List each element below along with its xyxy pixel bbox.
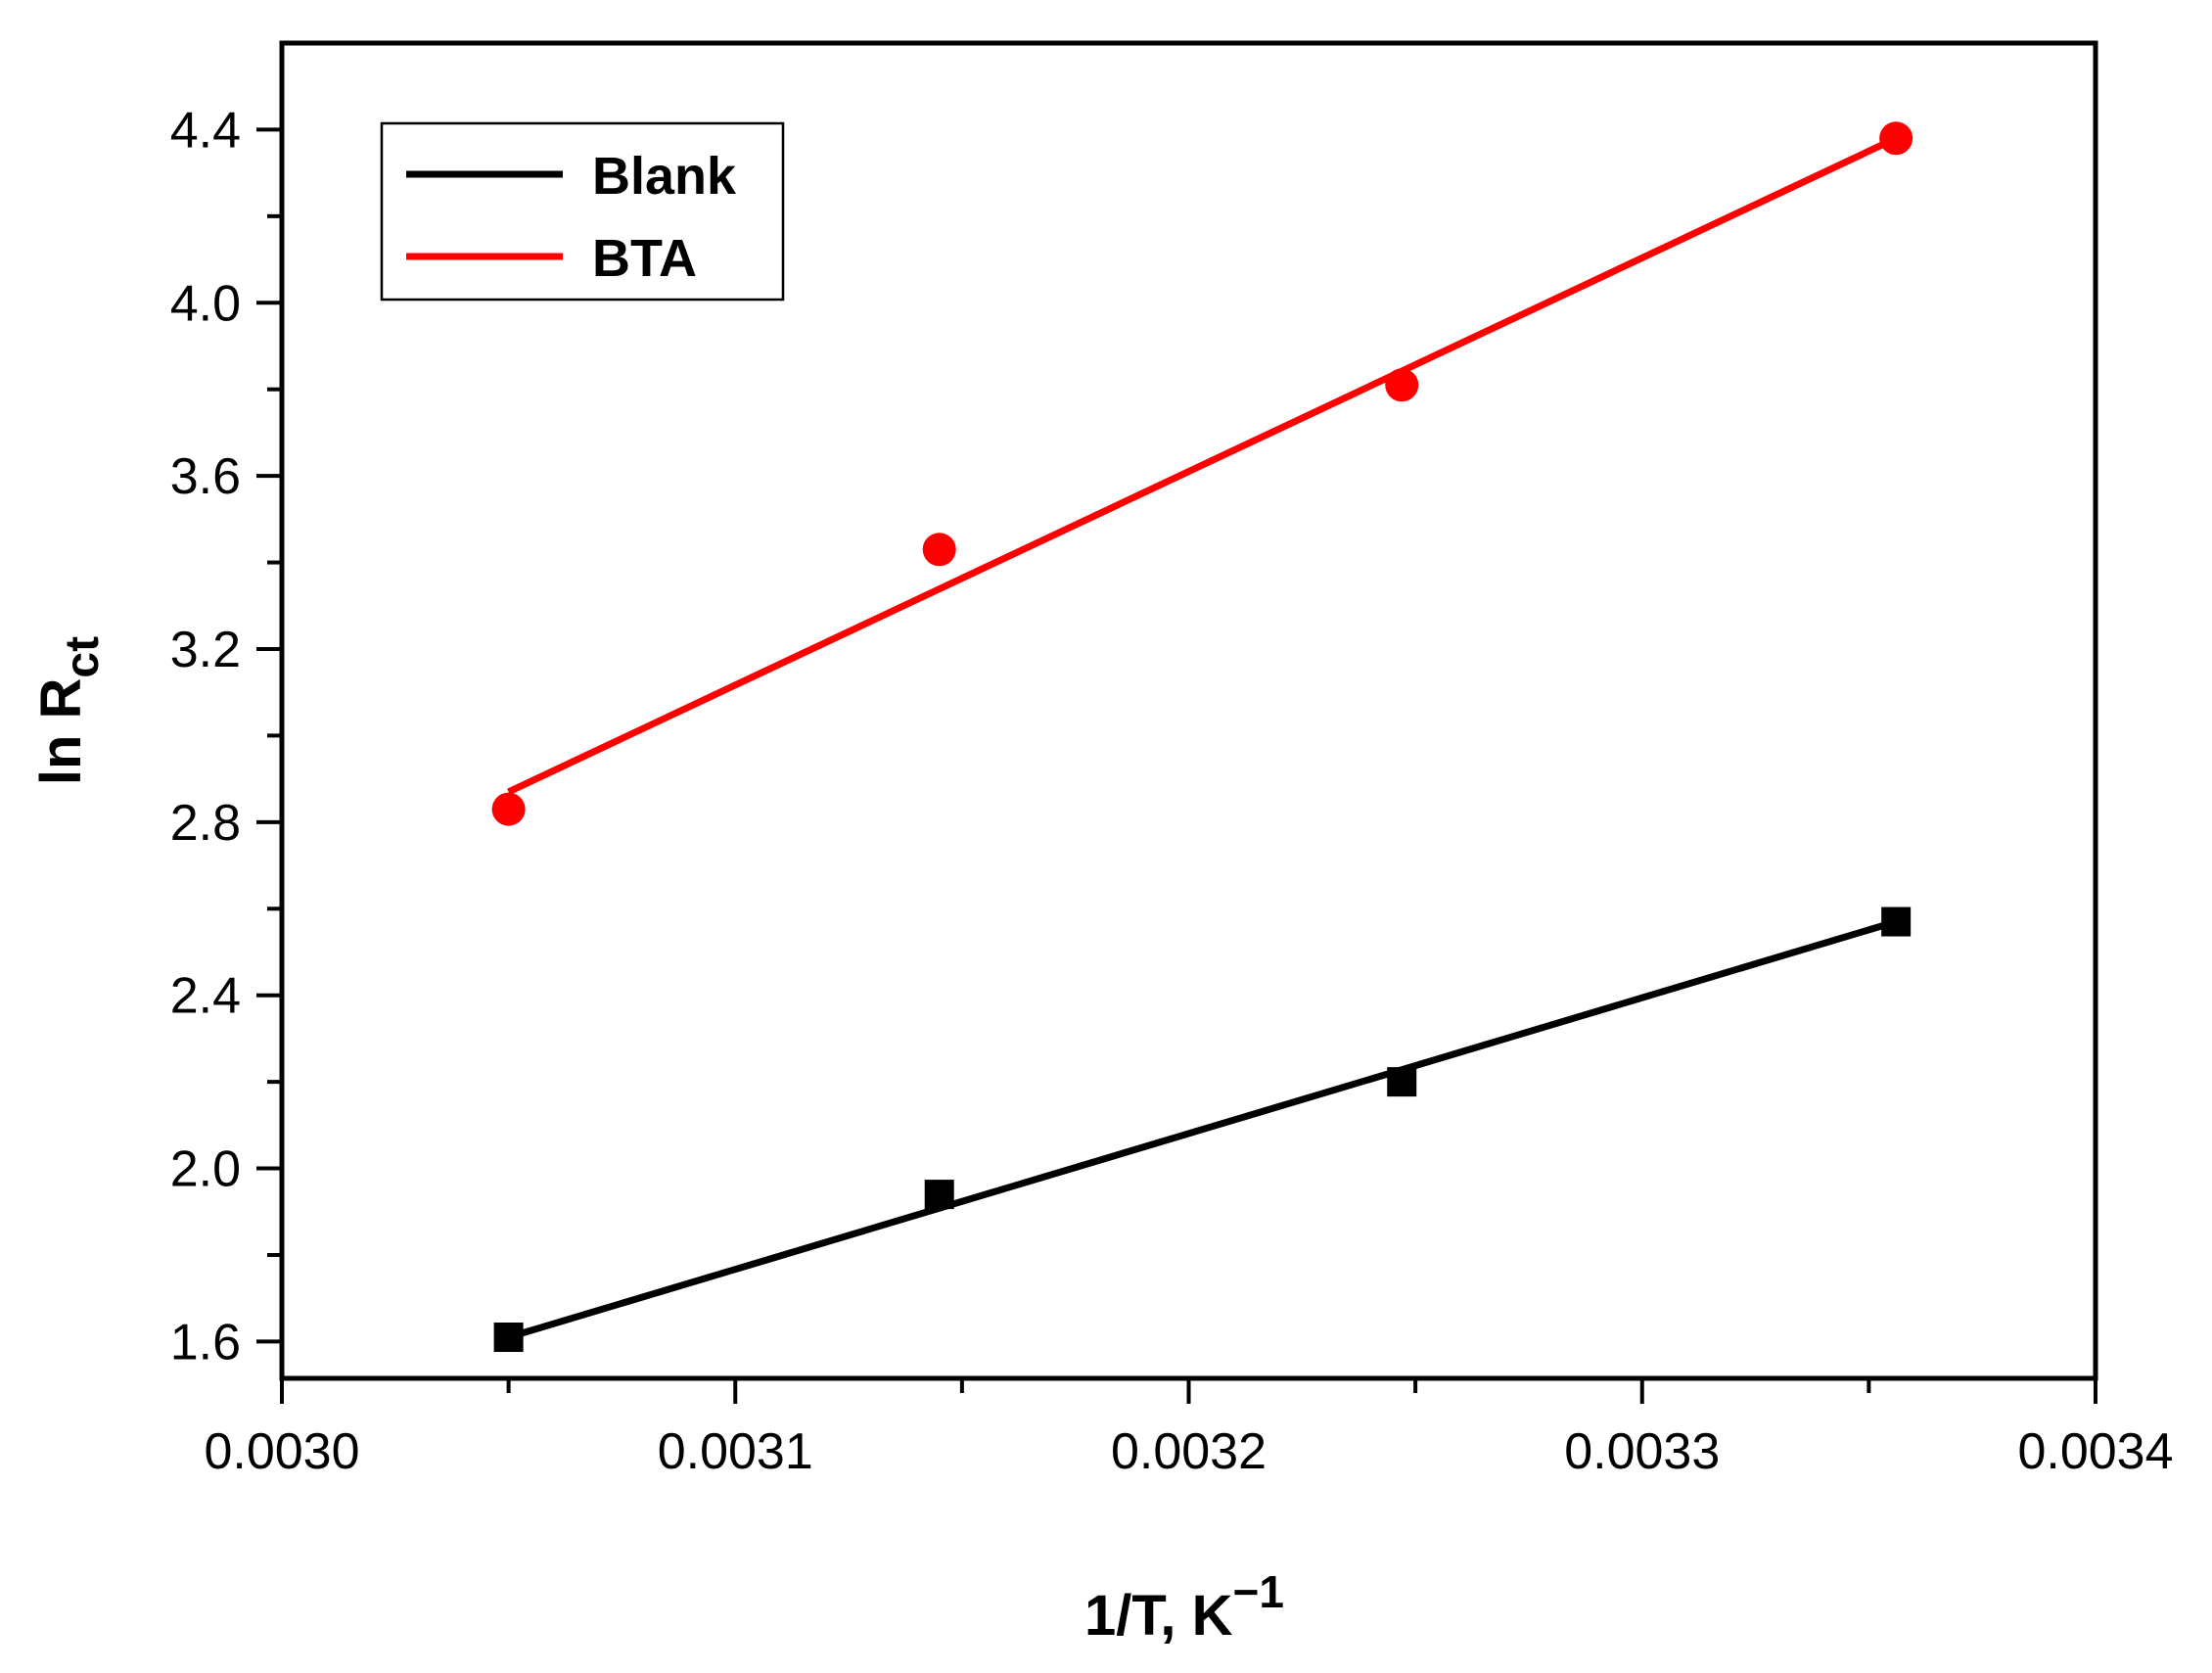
y-axis-title-main: ln R [29,678,93,786]
x-axis-title-superscript: −1 [1233,1566,1284,1617]
data-point-bta [491,792,526,826]
data-point-bta [1385,368,1419,402]
x-tick-label: 0.0034 [2017,1423,2173,1480]
x-axis-title: 1/T, K−1 [1084,1566,1284,1648]
y-tick-label: 4.0 [170,275,241,332]
fit-line-blank [507,918,1898,1341]
legend-box [380,121,785,302]
y-tick-label: 2.4 [170,968,241,1025]
x-tick-label: 0.0033 [1564,1423,1720,1480]
y-tick-label: 4.4 [170,102,241,159]
y-tick-label: 2.0 [170,1141,241,1198]
data-point-blank [493,1322,524,1352]
y-axis-ticks: 1.6 2.0 2.4 2.8 3.2 3.6 4.0 4.4 [170,102,282,1371]
data-point-blank [924,1180,954,1210]
x-tick-label: 0.0030 [204,1423,359,1480]
x-axis-title-main: 1/T, K [1084,1584,1233,1648]
fit-line-bta [507,135,1898,796]
y-tick-label: 3.6 [170,448,241,505]
legend-label-blank: Blank [592,147,737,206]
x-axis-ticks: 0.0030 0.0031 0.0032 0.0033 0.0034 [204,1378,2174,1480]
plot-area: 0.0030 0.0031 0.0032 0.0033 0.0034 1.6 2.0 2.4… [170,40,2174,1480]
x-tick-label: 0.0031 [658,1423,813,1480]
y-tick-label: 1.6 [170,1314,241,1371]
y-tick-label: 2.8 [170,795,241,852]
y-axis-title-subscript: ct [57,636,109,678]
data-point-blank [1881,906,1912,937]
y-tick-label: 3.2 [170,622,241,678]
y-axis-title: ln Rct [29,636,109,785]
data-point-bta [1879,121,1913,156]
data-point-bta [922,533,956,567]
x-tick-label: 0.0032 [1111,1423,1267,1480]
data-point-blank [1387,1067,1417,1097]
legend: Blank BTA [380,121,785,302]
series-layer [491,121,1913,1352]
legend-label-bta: BTA [592,229,697,288]
